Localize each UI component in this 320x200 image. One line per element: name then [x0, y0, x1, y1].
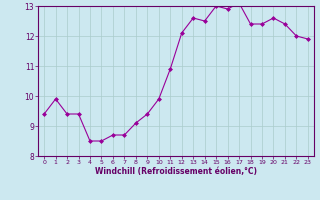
- X-axis label: Windchill (Refroidissement éolien,°C): Windchill (Refroidissement éolien,°C): [95, 167, 257, 176]
